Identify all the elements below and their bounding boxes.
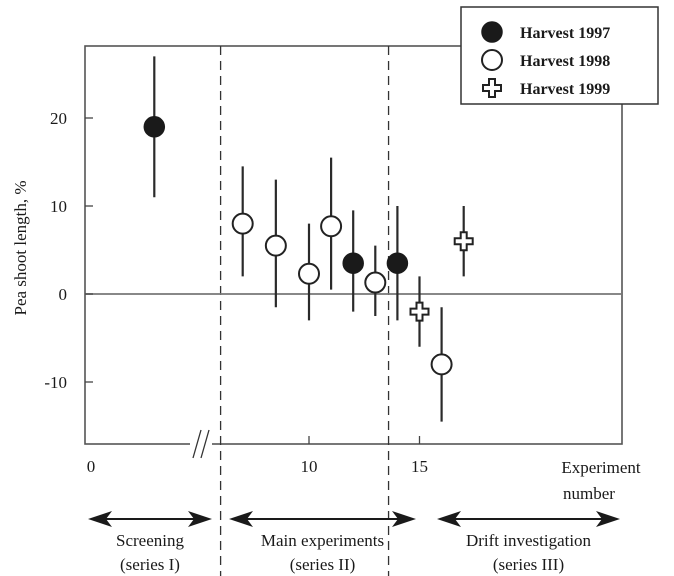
legend-label: Harvest 1999: [520, 81, 610, 98]
series-range-sublabel: (series II): [290, 555, 356, 574]
series-range-label: Drift investigation: [466, 531, 592, 550]
data-point: [231, 212, 254, 235]
x-axis-title-line1: Experiment: [561, 458, 641, 477]
data-point: [342, 252, 364, 274]
y-tick-label: 20: [50, 109, 67, 128]
data-point: [430, 353, 453, 376]
data-point: [298, 262, 320, 285]
data-point: [386, 252, 409, 274]
arrowhead-left: [88, 511, 112, 527]
arrowhead-left: [229, 511, 253, 527]
axis-break-mark: [190, 429, 212, 459]
arrowhead-right: [596, 511, 620, 527]
series-range-sublabel: (series I): [120, 555, 180, 574]
data-point: [453, 231, 474, 252]
y-tick-label: -10: [44, 373, 67, 392]
y-axis-title: Pea shoot length, %: [11, 180, 30, 315]
legend-marker: [482, 78, 502, 98]
legend-marker: [481, 21, 503, 43]
legend: Harvest 1997 Harvest 1998 Harvest 1999: [460, 6, 659, 105]
x-tick-label: 10: [301, 457, 318, 476]
series-range-sublabel: (series III): [493, 555, 564, 574]
y-tick-label: 0: [59, 285, 68, 304]
x-axis-title-line2: number: [563, 484, 615, 503]
data-point: [264, 234, 287, 257]
y-tick-label: 10: [50, 197, 67, 216]
legend-marker: [481, 49, 503, 71]
legend-label: Harvest 1997: [520, 25, 610, 42]
arrowhead-left: [437, 511, 461, 527]
series-range-label: Screening: [116, 531, 184, 550]
data-point: [364, 271, 387, 294]
series-range-label: Main experiments: [261, 531, 384, 550]
x-tick-label: 0: [87, 457, 96, 476]
arrowhead-right: [188, 511, 212, 527]
plot-frame: [84, 45, 623, 445]
data-point: [320, 215, 343, 238]
arrowhead-right: [392, 511, 416, 527]
data-point: [143, 116, 166, 138]
data-point: [409, 301, 430, 322]
legend-label: Harvest 1998: [520, 53, 610, 70]
x-tick-label: 15: [411, 457, 428, 476]
